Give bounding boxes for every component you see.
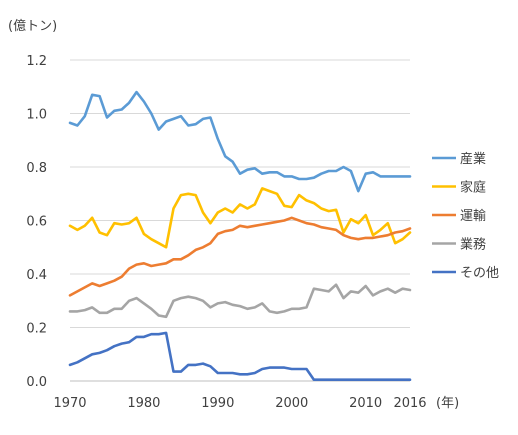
x-tick-label: 1970 [53,396,86,411]
y-axis-unit-label: (億トン) [8,18,57,34]
x-tick-label: 2000 [275,396,308,411]
y-tick-label: 0.8 [26,161,47,176]
axis-layer: 0.0 0.2 0.4 0.6 0.8 1.0 1.2 1970 1980 1990 2000 201… [26,54,426,411]
legend-label: 家庭 [460,180,486,196]
legend-label: その他 [460,266,499,281]
series-line-4 [68,283,412,319]
grid-layer [70,59,410,328]
series-layer [68,90,412,382]
y-tick-label: 0.2 [26,322,47,337]
series-line-2 [68,187,412,249]
y-tick-label: 0.4 [26,268,47,283]
series-line-3 [68,216,412,297]
x-axis-unit-label: (年) [436,396,459,411]
y-tick-label: 0.6 [26,215,47,230]
x-tick-label: 2010 [349,396,382,411]
x-tick-label: 2016 [393,396,426,411]
legend-label: 産業 [460,151,486,167]
legend-label: 運輸 [460,209,486,224]
x-tick-label: 1980 [127,396,160,411]
series-line-1 [68,90,412,193]
y-tick-label: 1.0 [26,108,47,123]
y-tick-label: 0.0 [26,375,47,390]
x-tick-label: 1990 [201,396,234,411]
series-line-5 [68,331,412,382]
y-tick-label: 1.2 [26,54,47,69]
legend-label: 業務 [460,237,486,253]
